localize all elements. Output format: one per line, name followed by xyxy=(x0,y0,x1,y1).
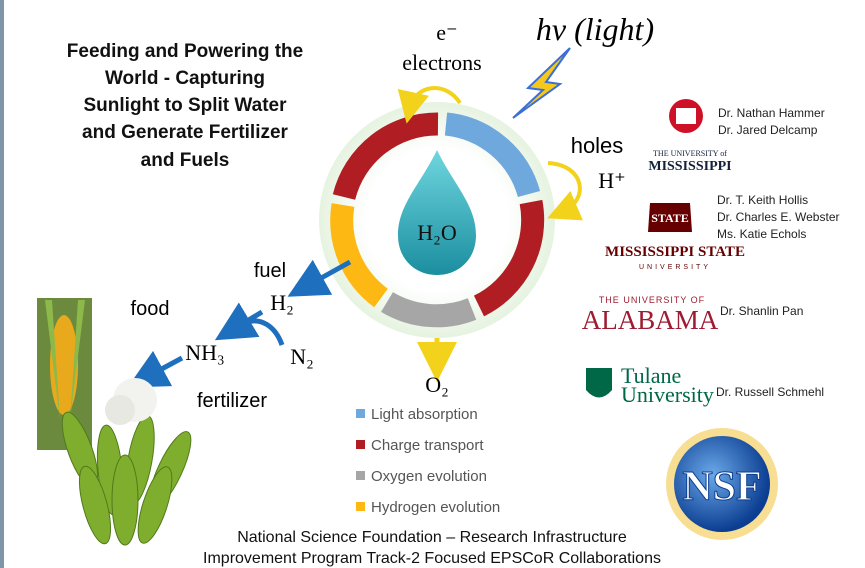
electrons-label: electrons xyxy=(402,50,481,75)
ammonia-arrow xyxy=(145,358,182,378)
person: Dr. T. Keith Hollis xyxy=(717,193,808,207)
logo-text: University xyxy=(621,382,714,407)
title-line: World - Capturing xyxy=(105,68,265,89)
holes-label: holes xyxy=(571,133,624,158)
crops-image xyxy=(37,298,199,547)
legend-swatch xyxy=(356,440,365,449)
legend-swatch xyxy=(356,502,365,511)
logo-text: THE UNIVERSITY of xyxy=(653,149,727,158)
oxygen-label: O₂ xyxy=(425,372,449,397)
title: Feeding and Powering the World - Capturi… xyxy=(67,41,303,171)
food-label: food xyxy=(131,298,170,320)
legend-label: Hydrogen evolution xyxy=(371,499,500,516)
logo-text: ALABAMA xyxy=(582,305,719,335)
nitrogen-label: N₂ xyxy=(290,344,314,369)
person: Dr. Russell Schmehl xyxy=(716,385,824,399)
footer: National Science Foundation – Research I… xyxy=(203,529,661,567)
edge-stripe xyxy=(0,0,4,568)
msu: STATE MISSISSIPPI STATE UNIVERSITY Dr. T… xyxy=(605,193,839,271)
title-line: Sunlight to Split Water xyxy=(84,95,288,116)
legend-swatch xyxy=(356,471,365,480)
logo-text: NSF xyxy=(682,464,761,510)
person: Dr. Jared Delcamp xyxy=(718,123,818,137)
light-label: hv (light) xyxy=(536,11,654,47)
title-line: Feeding and Powering the xyxy=(67,41,303,62)
ole-miss: THE UNIVERSITY of MISSISSIPPI Dr. Nathan… xyxy=(648,99,824,174)
footer-line: National Science Foundation – Research I… xyxy=(237,529,627,546)
logo-text: MISSISSIPPI STATE xyxy=(605,244,745,260)
legend-label: Charge transport xyxy=(371,437,484,454)
legend-swatch xyxy=(356,409,365,418)
alabama: THE UNIVERSITY OF ALABAMA Dr. Shanlin Pa… xyxy=(582,295,804,335)
ring-oxygen xyxy=(387,302,472,316)
legend-label: Light absorption xyxy=(371,406,478,423)
electron-symbol: e⁻ xyxy=(436,20,457,45)
logo-text: STATE xyxy=(651,211,689,225)
lightning xyxy=(513,48,570,118)
tulane: Tulane University Dr. Russell Schmehl xyxy=(586,363,824,407)
person: Dr. Charles E. Webster xyxy=(717,210,839,224)
legend-label: Oxygen evolution xyxy=(371,468,487,485)
person: Dr. Nathan Hammer xyxy=(718,106,825,120)
person: Dr. Shanlin Pan xyxy=(720,304,803,318)
ammonia-label: NH₃ xyxy=(185,340,224,365)
title-line: and Generate Fertilizer xyxy=(82,122,289,143)
hydrogen-label: H₂ xyxy=(270,290,294,315)
person: Ms. Katie Echols xyxy=(717,227,806,241)
poster: Feeding and Powering the World - Capturi… xyxy=(0,0,865,568)
proton-label: H⁺ xyxy=(598,168,626,193)
nsf: NSF xyxy=(666,428,778,540)
footer-line: Improvement Program Track-2 Focused EPSC… xyxy=(203,550,661,567)
logo-text: UNIVERSITY xyxy=(639,264,711,271)
logo-text: MISSISSIPPI xyxy=(648,159,731,174)
title-line: and Fuels xyxy=(141,150,230,171)
water-label: H₂O xyxy=(417,220,456,245)
fuel-label: fuel xyxy=(254,260,286,282)
nitrogen-arrow xyxy=(248,321,282,345)
fertilizer-label: fertilizer xyxy=(197,390,267,412)
logo-text: THE UNIVERSITY OF xyxy=(599,295,705,305)
legend: Light absorption Charge transport Oxygen… xyxy=(356,406,500,516)
